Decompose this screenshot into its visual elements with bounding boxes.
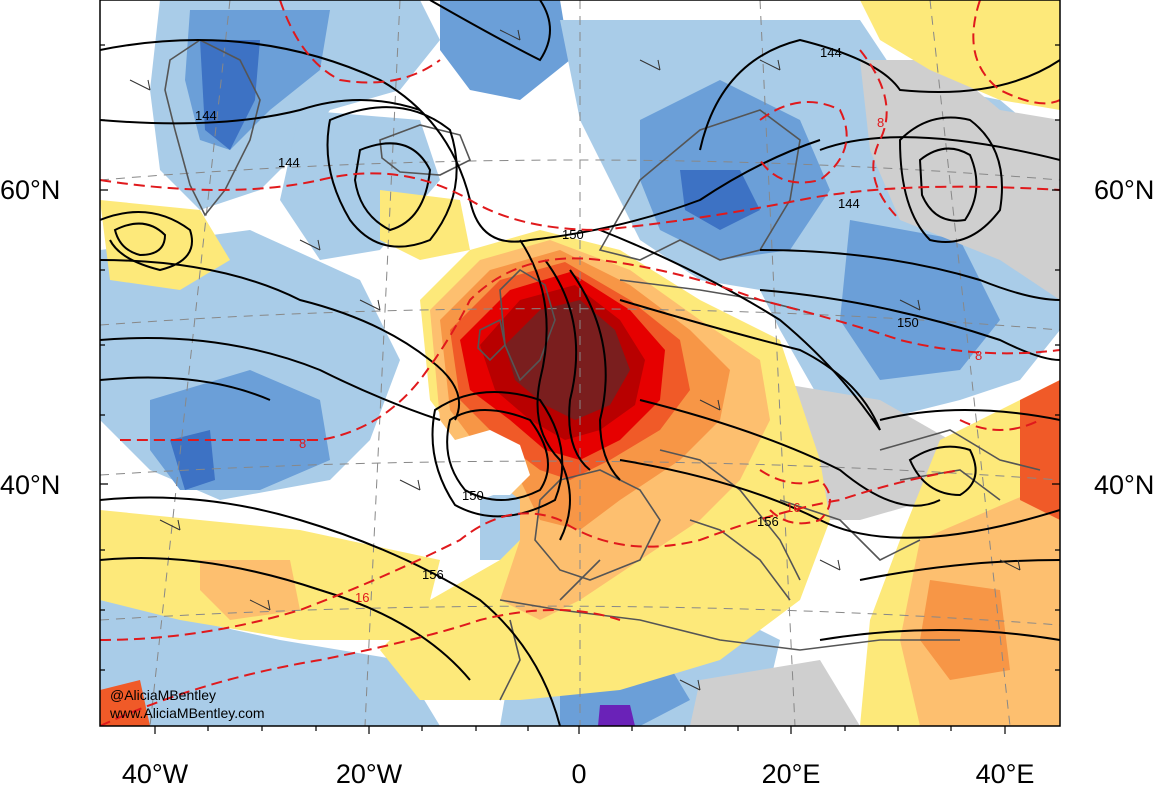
lon-label: 20°W	[336, 759, 403, 789]
lat-label-right: 40°N	[1094, 470, 1154, 500]
contour-labels: 144 144 144 144 150 150 150 156 156 8 8 …	[195, 45, 982, 605]
tick-marks	[100, 44, 1060, 734]
height-label: 144	[195, 108, 217, 123]
map-panel: 144 144 144 144 150 150 150 156 156 8 8 …	[100, 0, 1060, 726]
temperature-label: 16	[786, 500, 800, 515]
longitude-labels: 40°W 20°W 0 20°E 40°E	[122, 759, 1035, 789]
temperature-label: 8	[975, 348, 982, 363]
temperature-contours	[100, 0, 1060, 726]
map-frame	[99, 0, 1061, 727]
credit-website: www.AliciaMBentley.com	[109, 705, 265, 721]
height-label: 144	[838, 196, 860, 211]
credit-handle: @AliciaMBentley	[110, 687, 216, 703]
height-label: 144	[278, 155, 300, 170]
height-label: 150	[462, 488, 484, 503]
height-label: 150	[562, 227, 584, 242]
temperature-label: 8	[299, 436, 306, 451]
lon-label: 20°E	[762, 759, 821, 789]
latitude-labels: 60°N 40°N 60°N 40°N	[0, 175, 1154, 500]
wind-barbs	[129, 29, 1021, 691]
lon-label: 40°W	[122, 759, 189, 789]
lat-label-left: 60°N	[0, 175, 60, 205]
temperature-label: 16	[355, 590, 369, 605]
lat-label-left: 40°N	[0, 470, 60, 500]
height-contours	[100, 0, 1060, 726]
height-label: 144	[820, 45, 842, 60]
height-label: 156	[422, 567, 444, 582]
lon-label: 40°E	[976, 759, 1035, 789]
temperature-label: 8	[877, 115, 884, 130]
credit-block: @AliciaMBentley www.AliciaMBentley.com	[109, 687, 265, 721]
lat-label-right: 60°N	[1094, 175, 1154, 205]
lon-label: 0	[571, 759, 586, 789]
height-label: 156	[757, 514, 779, 529]
height-label: 150	[897, 315, 919, 330]
